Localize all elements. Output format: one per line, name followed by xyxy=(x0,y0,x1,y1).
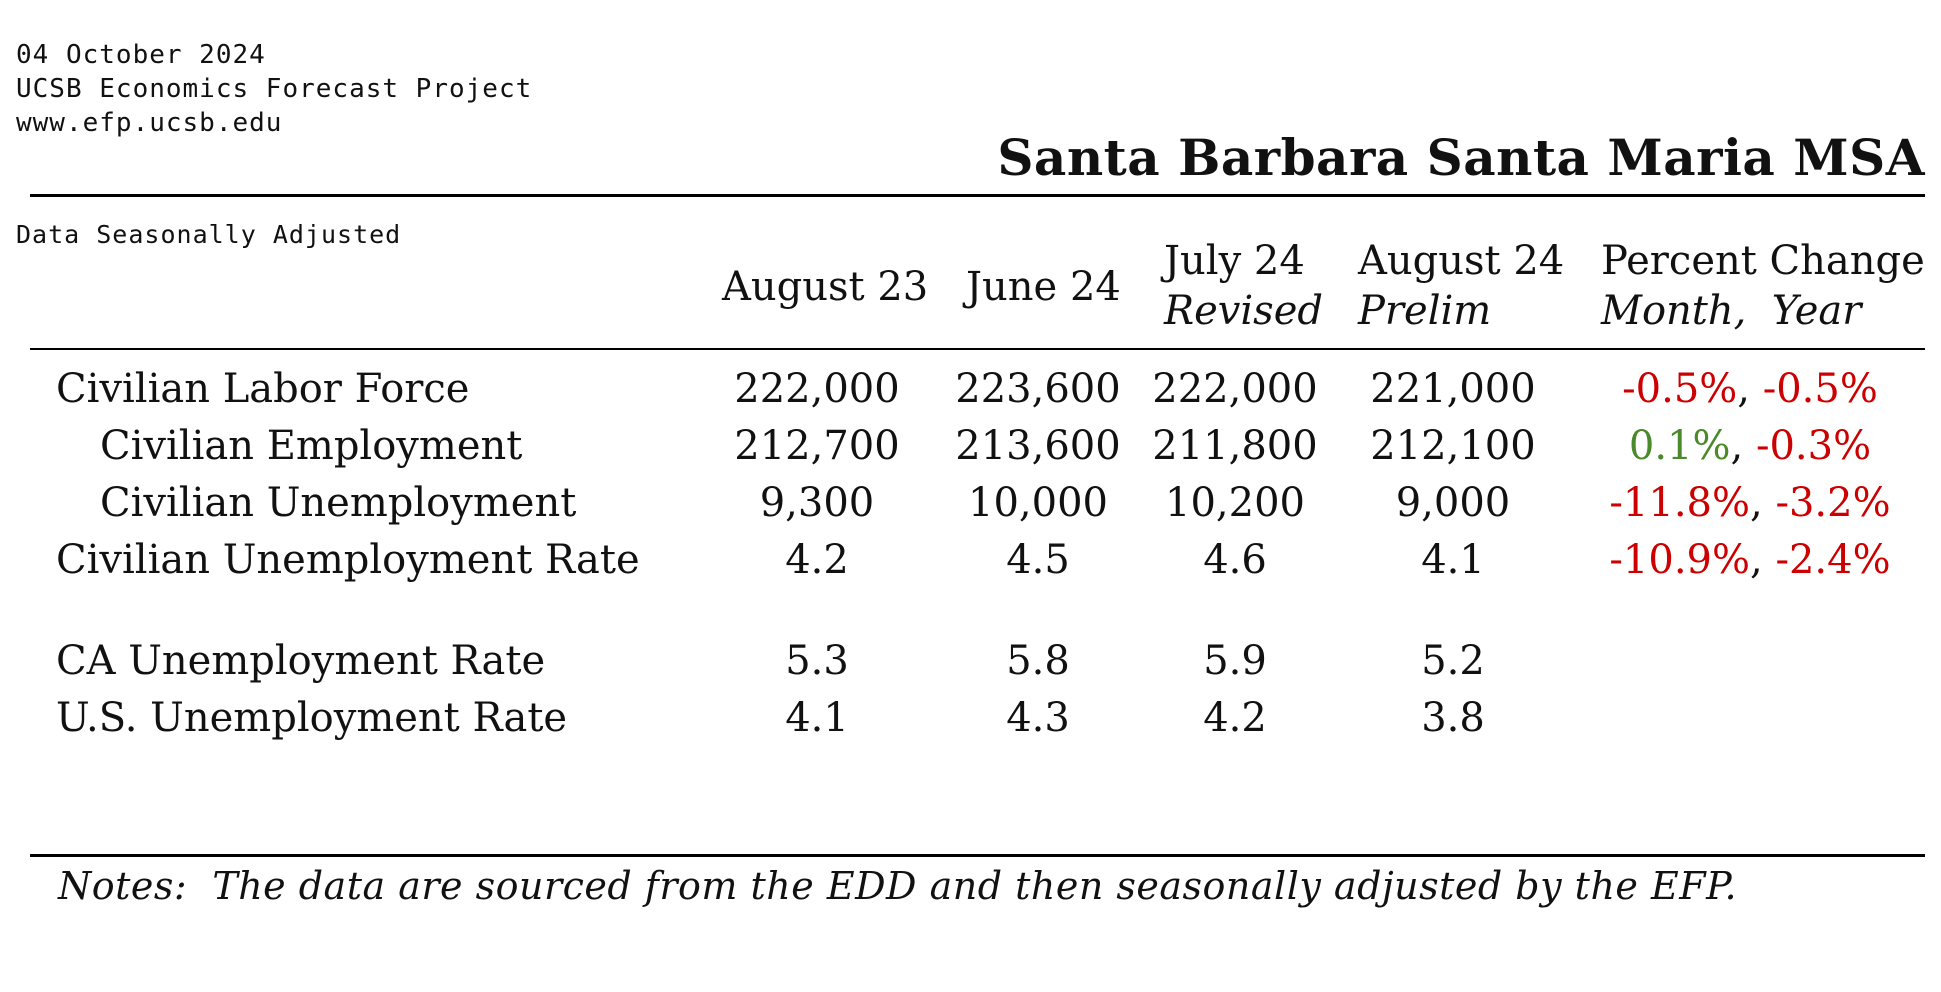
column-header-percent-change: Percent Change Month, Year xyxy=(1601,238,1925,334)
table-cell: 5.3 xyxy=(785,638,849,684)
table-cell: 223,600 xyxy=(955,366,1121,412)
change-separator: , xyxy=(1750,537,1776,583)
row-label: Civilian Labor Force xyxy=(56,366,470,412)
percent-change-cell: -11.8%, -3.2% xyxy=(1600,478,1900,528)
table-cell: 4.6 xyxy=(1203,537,1267,583)
year-change: -3.2% xyxy=(1775,480,1891,526)
change-separator: , xyxy=(1750,480,1776,526)
website-url: www.efp.ucsb.edu xyxy=(16,108,283,138)
table-cell: 4.1 xyxy=(785,695,849,741)
table-notes: Notes: The data are sourced from the EDD… xyxy=(58,864,1738,908)
table-cell: 222,000 xyxy=(1152,366,1318,412)
organization-name: UCSB Economics Forecast Project xyxy=(16,74,533,104)
year-change: -0.3% xyxy=(1755,423,1872,469)
column-header-july-24: July 24 Revised xyxy=(1164,238,1323,334)
table-cell: 5.9 xyxy=(1203,638,1267,684)
percent-change-cell: 0.1%, -0.3% xyxy=(1600,421,1900,471)
table-cell: 5.2 xyxy=(1421,638,1485,684)
top-rule xyxy=(30,194,1925,197)
table-cell: 10,200 xyxy=(1165,480,1305,526)
row-label: Civilian Employment xyxy=(100,423,523,469)
column-header-august-24: August 24 Prelim xyxy=(1358,238,1565,334)
column-header-june-24: June 24 xyxy=(966,264,1121,310)
table-cell: 9,000 xyxy=(1395,480,1511,526)
seasonal-adjustment-note: Data Seasonally Adjusted xyxy=(16,220,402,249)
table-cell: 9,300 xyxy=(759,480,875,526)
year-change: -0.5% xyxy=(1762,366,1878,412)
table-cell: 213,600 xyxy=(955,423,1121,469)
row-label: Civilian Unemployment Rate xyxy=(56,537,640,583)
table-cell: 211,800 xyxy=(1152,423,1318,469)
month-change: 0.1% xyxy=(1628,423,1731,469)
table-cell: 212,700 xyxy=(734,423,900,469)
percent-change-cell: -10.9%, -2.4% xyxy=(1600,535,1900,585)
header-meta: 04 October 2024 UCSB Economics Forecast … xyxy=(16,38,532,140)
row-label: U.S. Unemployment Rate xyxy=(56,695,568,741)
month-change: -10.9% xyxy=(1609,537,1750,583)
percent-change-cell: -0.5%, -0.5% xyxy=(1600,364,1900,414)
page-title: Santa Barbara Santa Maria MSA xyxy=(997,128,1925,187)
table-cell: 212,100 xyxy=(1370,423,1536,469)
table-cell: 221,000 xyxy=(1370,366,1536,412)
table-cell: 4.1 xyxy=(1421,537,1485,583)
change-separator: , xyxy=(1737,366,1763,412)
table-cell: 222,000 xyxy=(734,366,900,412)
table-cell: 10,000 xyxy=(968,480,1108,526)
month-change: -11.8% xyxy=(1609,480,1750,526)
year-change: -2.4% xyxy=(1775,537,1891,583)
header-rule xyxy=(30,348,1925,350)
table-cell: 3.8 xyxy=(1421,695,1485,741)
table-cell: 4.2 xyxy=(1203,695,1267,741)
table-cell: 5.8 xyxy=(1006,638,1070,684)
row-label: CA Unemployment Rate xyxy=(56,638,546,684)
month-change: -0.5% xyxy=(1622,366,1738,412)
table-cell: 4.2 xyxy=(785,537,849,583)
column-header-august-23: August 23 xyxy=(722,264,929,310)
bottom-rule xyxy=(30,854,1925,857)
row-label: Civilian Unemployment xyxy=(100,480,577,526)
change-separator: , xyxy=(1730,423,1756,469)
table-cell: 4.3 xyxy=(1006,695,1070,741)
report-date: 04 October 2024 xyxy=(16,40,266,70)
table-cell: 4.5 xyxy=(1006,537,1070,583)
